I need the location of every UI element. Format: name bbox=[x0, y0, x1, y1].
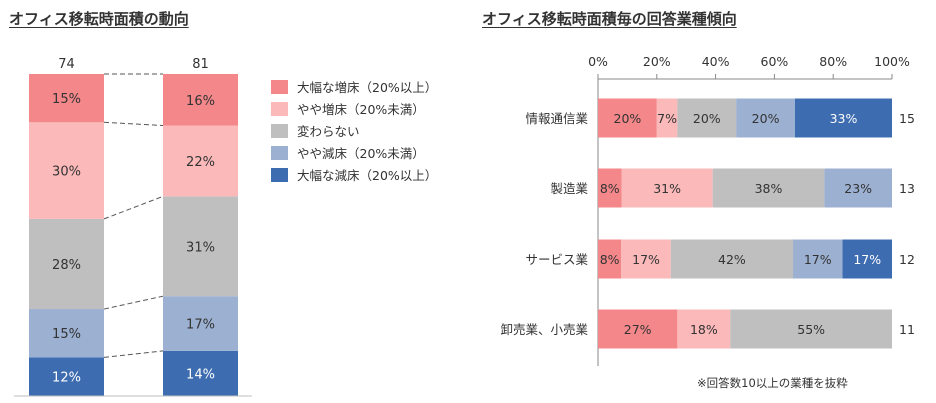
hbar-segment-large-increase-1 bbox=[598, 98, 657, 138]
bar-data-label: 15% bbox=[52, 92, 81, 107]
hbar-segment-small-increase-4 bbox=[677, 309, 731, 349]
legend-label: やや減床（20%未満） bbox=[297, 146, 425, 161]
y-category-label: 製造業 bbox=[550, 181, 588, 196]
x-tick-label: 60% bbox=[761, 54, 789, 69]
hbar-segment-large-decrease-3 bbox=[842, 239, 892, 279]
hbar-segment-small-decrease-1 bbox=[736, 98, 795, 138]
y-category-label: サービス業 bbox=[525, 252, 588, 267]
hbar-data-label: 17% bbox=[853, 252, 881, 267]
hbar-data-label: 31% bbox=[653, 181, 681, 196]
legend-label: 大幅な増床（20%以上） bbox=[297, 80, 437, 95]
x-tick-label: 40% bbox=[702, 54, 730, 69]
bar-data-label: 17% bbox=[186, 318, 215, 333]
hbar-segment-small-decrease-2 bbox=[824, 168, 892, 208]
legend-swatch-large-decrease bbox=[271, 168, 288, 182]
hbar-segment-large-increase-3 bbox=[598, 239, 622, 279]
left-chart-title: オフィス移転時面積の動向 bbox=[9, 10, 189, 28]
bar-total-label: 74 bbox=[58, 57, 75, 72]
legend-label: やや増床（20%未満） bbox=[297, 102, 425, 117]
bar-segment-large-increase-2 bbox=[163, 74, 238, 126]
hbar-segment-small-increase-3 bbox=[621, 239, 671, 279]
hbar-segment-unchanged-3 bbox=[670, 239, 794, 279]
bar-segment-small-decrease-1 bbox=[29, 309, 104, 358]
hbar-segment-large-increase-4 bbox=[598, 309, 678, 349]
row-count-label: 15 bbox=[899, 111, 915, 126]
hbar-data-label: 27% bbox=[624, 322, 652, 337]
bar-segment-small-decrease-2 bbox=[163, 296, 238, 351]
y-category-label: 情報通信業 bbox=[525, 111, 588, 126]
footnote: ※回答数10以上の業種を抜粋 bbox=[697, 376, 848, 390]
row-count-label: 11 bbox=[899, 322, 915, 337]
hbar-data-label: 8% bbox=[600, 181, 620, 196]
x-tick-label: 0% bbox=[588, 54, 608, 69]
bar-data-label: 30% bbox=[52, 165, 81, 180]
x-tick-label: 100% bbox=[874, 54, 910, 69]
legend-swatch-small-decrease bbox=[271, 146, 288, 160]
bar-data-label: 31% bbox=[186, 240, 215, 255]
hbar-segment-large-decrease-1 bbox=[794, 98, 892, 138]
x-tick-label: 80% bbox=[819, 54, 847, 69]
connector-line bbox=[103, 195, 164, 220]
y-category-label: 卸売業、小売業 bbox=[500, 322, 588, 337]
hbar-segment-unchanged-4 bbox=[730, 309, 892, 349]
bar-segment-small-increase-2 bbox=[163, 125, 238, 197]
hbar-data-label: 20% bbox=[693, 111, 721, 126]
bar-data-label: 28% bbox=[52, 258, 81, 273]
bar-segment-small-increase-1 bbox=[29, 122, 104, 219]
legend-swatch-small-increase bbox=[271, 102, 288, 116]
hbar-data-label: 42% bbox=[718, 252, 746, 267]
bar-data-label: 14% bbox=[186, 367, 215, 382]
hbar-data-label: 7% bbox=[657, 111, 677, 126]
bar-total-label: 81 bbox=[192, 57, 209, 72]
bar-data-label: 16% bbox=[186, 94, 215, 109]
connector-line bbox=[103, 350, 164, 358]
bar-segment-unchanged-1 bbox=[29, 218, 104, 310]
bar-segment-large-increase-1 bbox=[29, 74, 104, 123]
hbar-data-label: 55% bbox=[797, 322, 825, 337]
hbar-segment-small-increase-2 bbox=[621, 168, 713, 208]
hbar-data-label: 38% bbox=[755, 181, 783, 196]
x-tick-label: 20% bbox=[643, 54, 671, 69]
legend-swatch-large-increase bbox=[271, 80, 288, 94]
hbar-segment-unchanged-2 bbox=[712, 168, 825, 208]
legend-label: 変わらない bbox=[297, 124, 360, 139]
hbar-segment-small-decrease-3 bbox=[793, 239, 843, 279]
hbar-segment-small-increase-1 bbox=[656, 98, 678, 138]
hbar-data-label: 18% bbox=[690, 322, 718, 337]
bar-data-label: 12% bbox=[52, 371, 81, 386]
connector-line bbox=[103, 295, 164, 310]
bar-segment-unchanged-2 bbox=[163, 196, 238, 297]
hbar-data-label: 17% bbox=[804, 252, 832, 267]
bar-segment-large-decrease-1 bbox=[29, 357, 104, 396]
hbar-data-label: 23% bbox=[844, 181, 872, 196]
legend-swatch-unchanged bbox=[271, 124, 288, 138]
hbar-data-label: 33% bbox=[830, 111, 858, 126]
legend-label: 大幅な減床（20%以上） bbox=[297, 168, 437, 183]
bar-data-label: 15% bbox=[52, 327, 81, 342]
row-count-label: 13 bbox=[899, 181, 915, 196]
row-count-label: 12 bbox=[899, 252, 915, 267]
hbar-data-label: 17% bbox=[632, 252, 660, 267]
hbar-data-label: 8% bbox=[600, 252, 620, 267]
hbar-segment-large-increase-2 bbox=[598, 168, 622, 208]
hbar-data-label: 20% bbox=[614, 111, 642, 126]
hbar-data-label: 20% bbox=[752, 111, 780, 126]
bar-segment-large-decrease-2 bbox=[163, 350, 238, 396]
hbar-segment-unchanged-1 bbox=[677, 98, 737, 138]
right-chart-title: オフィス移転時面積毎の回答業種傾向 bbox=[482, 10, 737, 28]
bar-data-label: 22% bbox=[186, 155, 215, 170]
connector-line bbox=[103, 121, 164, 127]
